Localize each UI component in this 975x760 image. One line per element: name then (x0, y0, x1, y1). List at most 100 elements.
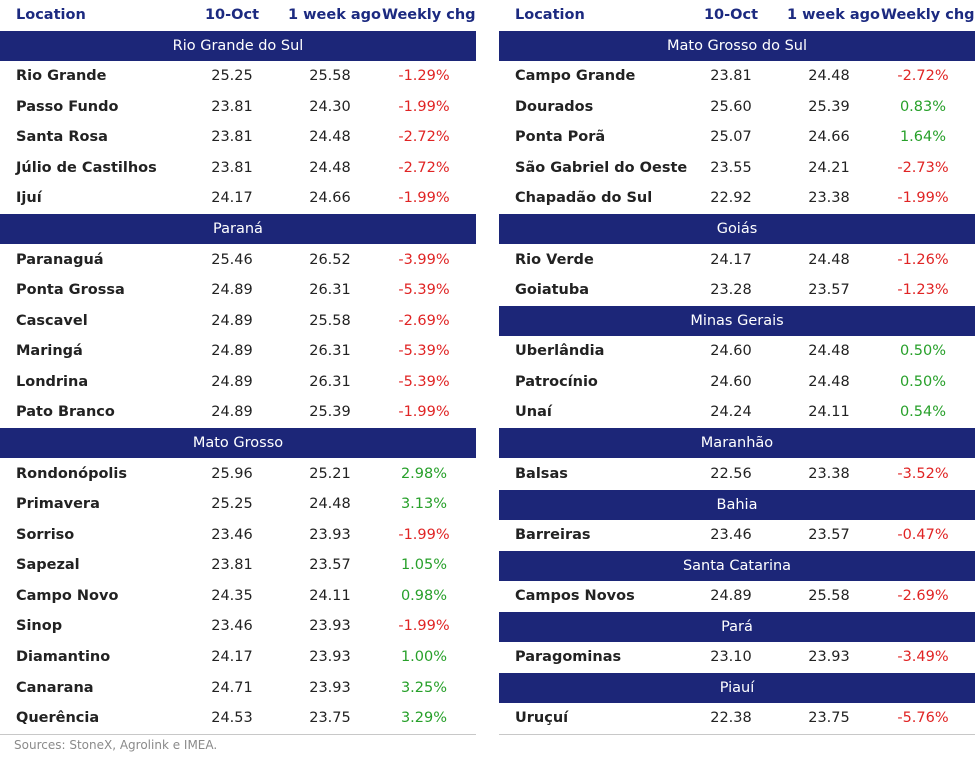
data-row: Sorriso 23.46 23.93 -1.99% (0, 520, 476, 550)
price-current: 25.07 (710, 129, 752, 146)
weekly-change: -2.69% (897, 587, 949, 604)
data-row: Ponta Grossa 24.89 26.31 -5.39% (0, 275, 476, 305)
price-current: 23.81 (710, 68, 752, 85)
price-current: 24.89 (211, 404, 253, 421)
price-week-ago: 25.58 (309, 312, 351, 329)
section-title: Mato Grosso (0, 428, 476, 459)
price-current: 23.46 (211, 618, 253, 635)
weekly-change: -1.99% (398, 190, 450, 207)
column-header: Weekly chg (382, 7, 476, 23)
price-week-ago: 23.93 (309, 526, 351, 543)
price-week-ago: 24.11 (808, 404, 850, 421)
section-title: Paraná (0, 214, 476, 245)
header-row: Location 10-Oct 1 week ago Weekly chg (499, 0, 975, 30)
price-current: 24.24 (710, 404, 752, 421)
section-title: Piauí (499, 673, 975, 704)
price-week-ago: 25.39 (309, 404, 351, 421)
data-row: Balsas 22.56 23.38 -3.52% (499, 459, 975, 489)
price-current: 25.25 (211, 496, 253, 513)
data-row: Campo Novo 24.35 24.11 0.98% (0, 581, 476, 611)
price-week-ago: 23.38 (808, 465, 850, 482)
data-row: Ijuí 24.17 24.66 -1.99% (0, 183, 476, 213)
weekly-change: -1.23% (897, 282, 949, 299)
section-title: Minas Gerais (499, 306, 975, 337)
price-current: 24.17 (211, 190, 253, 207)
price-current: 24.53 (211, 710, 253, 727)
weekly-change: -2.72% (398, 129, 450, 146)
location: São Gabriel do Oeste (515, 159, 688, 176)
price-week-ago: 24.66 (309, 190, 351, 207)
data-row: Rio Verde 24.17 24.48 -1.26% (499, 245, 975, 275)
price-week-ago: 25.39 (808, 98, 850, 115)
location: Rondonópolis (16, 465, 127, 482)
location: Paranaguá (16, 251, 104, 268)
weekly-change: 0.54% (899, 404, 947, 421)
location: Diamantino (16, 648, 111, 665)
price-current: 23.81 (211, 129, 253, 146)
price-current: 24.89 (211, 373, 253, 390)
data-row: Ponta Porã 25.07 24.66 1.64% (499, 122, 975, 152)
weekly-change: -1.99% (398, 526, 450, 543)
price-current: 24.35 (211, 587, 253, 604)
price-week-ago: 23.38 (808, 190, 850, 207)
price-current: 24.60 (710, 373, 752, 390)
weekly-change: -0.47% (897, 526, 949, 543)
weekly-change: -2.72% (897, 68, 949, 85)
weekly-change: 3.25% (400, 679, 448, 696)
location: Goiatuba (515, 282, 590, 299)
price-week-ago: 23.93 (808, 648, 850, 665)
price-current: 24.17 (710, 251, 752, 268)
location: Barreiras (515, 526, 591, 543)
weekly-change: -5.39% (398, 282, 450, 299)
section-title: Maranhão (499, 428, 975, 459)
location: Rio Grande (16, 68, 107, 85)
price-week-ago: 24.48 (808, 373, 850, 390)
data-row: Londrina 24.89 26.31 -5.39% (0, 367, 476, 397)
data-row: Chapadão do Sul 22.92 23.38 -1.99% (499, 183, 975, 213)
weekly-change: 2.98% (400, 465, 448, 482)
price-week-ago: 23.57 (808, 526, 850, 543)
column-header: Weekly chg (881, 7, 975, 23)
location: Cascavel (16, 312, 88, 329)
data-row: Rio Grande 25.25 25.58 -1.29% (0, 61, 476, 91)
weekly-change: -1.99% (398, 404, 450, 421)
weekly-change: -2.69% (398, 312, 450, 329)
weekly-change: 0.98% (400, 587, 448, 604)
location: Primavera (16, 496, 100, 513)
data-row: Canarana 24.71 23.93 3.25% (0, 673, 476, 703)
price-current: 25.25 (211, 68, 253, 85)
location: Paragominas (515, 648, 622, 665)
data-row: Pato Branco 24.89 25.39 -1.99% (0, 397, 476, 427)
location: Campo Novo (16, 587, 119, 604)
weekly-change: -3.99% (398, 251, 450, 268)
location: Patrocínio (515, 373, 598, 390)
location: Sapezal (16, 557, 80, 574)
location: Canarana (16, 679, 94, 696)
price-week-ago: 23.93 (309, 618, 351, 635)
weekly-change: -5.39% (398, 373, 450, 390)
price-current: 23.81 (211, 159, 253, 176)
section-title: Pará (499, 611, 975, 642)
price-current: 23.10 (710, 648, 752, 665)
price-current: 24.60 (710, 343, 752, 360)
data-row: Goiatuba 23.28 23.57 -1.23% (499, 275, 975, 305)
location: Sinop (16, 618, 63, 635)
price-week-ago: 23.93 (309, 679, 351, 696)
weekly-change: -2.72% (398, 159, 450, 176)
data-row: Dourados 25.60 25.39 0.83% (499, 92, 975, 122)
weekly-change: -1.99% (897, 190, 949, 207)
data-row: Paragominas 23.10 23.93 -3.49% (499, 642, 975, 672)
location: Balsas (515, 465, 568, 482)
location: Ijuí (16, 190, 42, 207)
price-current: 23.28 (710, 282, 752, 299)
location: Querência (16, 710, 100, 727)
price-week-ago: 24.30 (309, 98, 351, 115)
price-week-ago: 24.66 (808, 129, 850, 146)
price-current: 24.89 (211, 312, 253, 329)
location: Ponta Grossa (16, 282, 125, 299)
location: Santa Rosa (16, 129, 108, 146)
price-current: 25.46 (211, 251, 253, 268)
data-row: Primavera 25.25 24.48 3.13% (0, 489, 476, 519)
price-current: 23.55 (710, 159, 752, 176)
weekly-change: -5.39% (398, 343, 450, 360)
